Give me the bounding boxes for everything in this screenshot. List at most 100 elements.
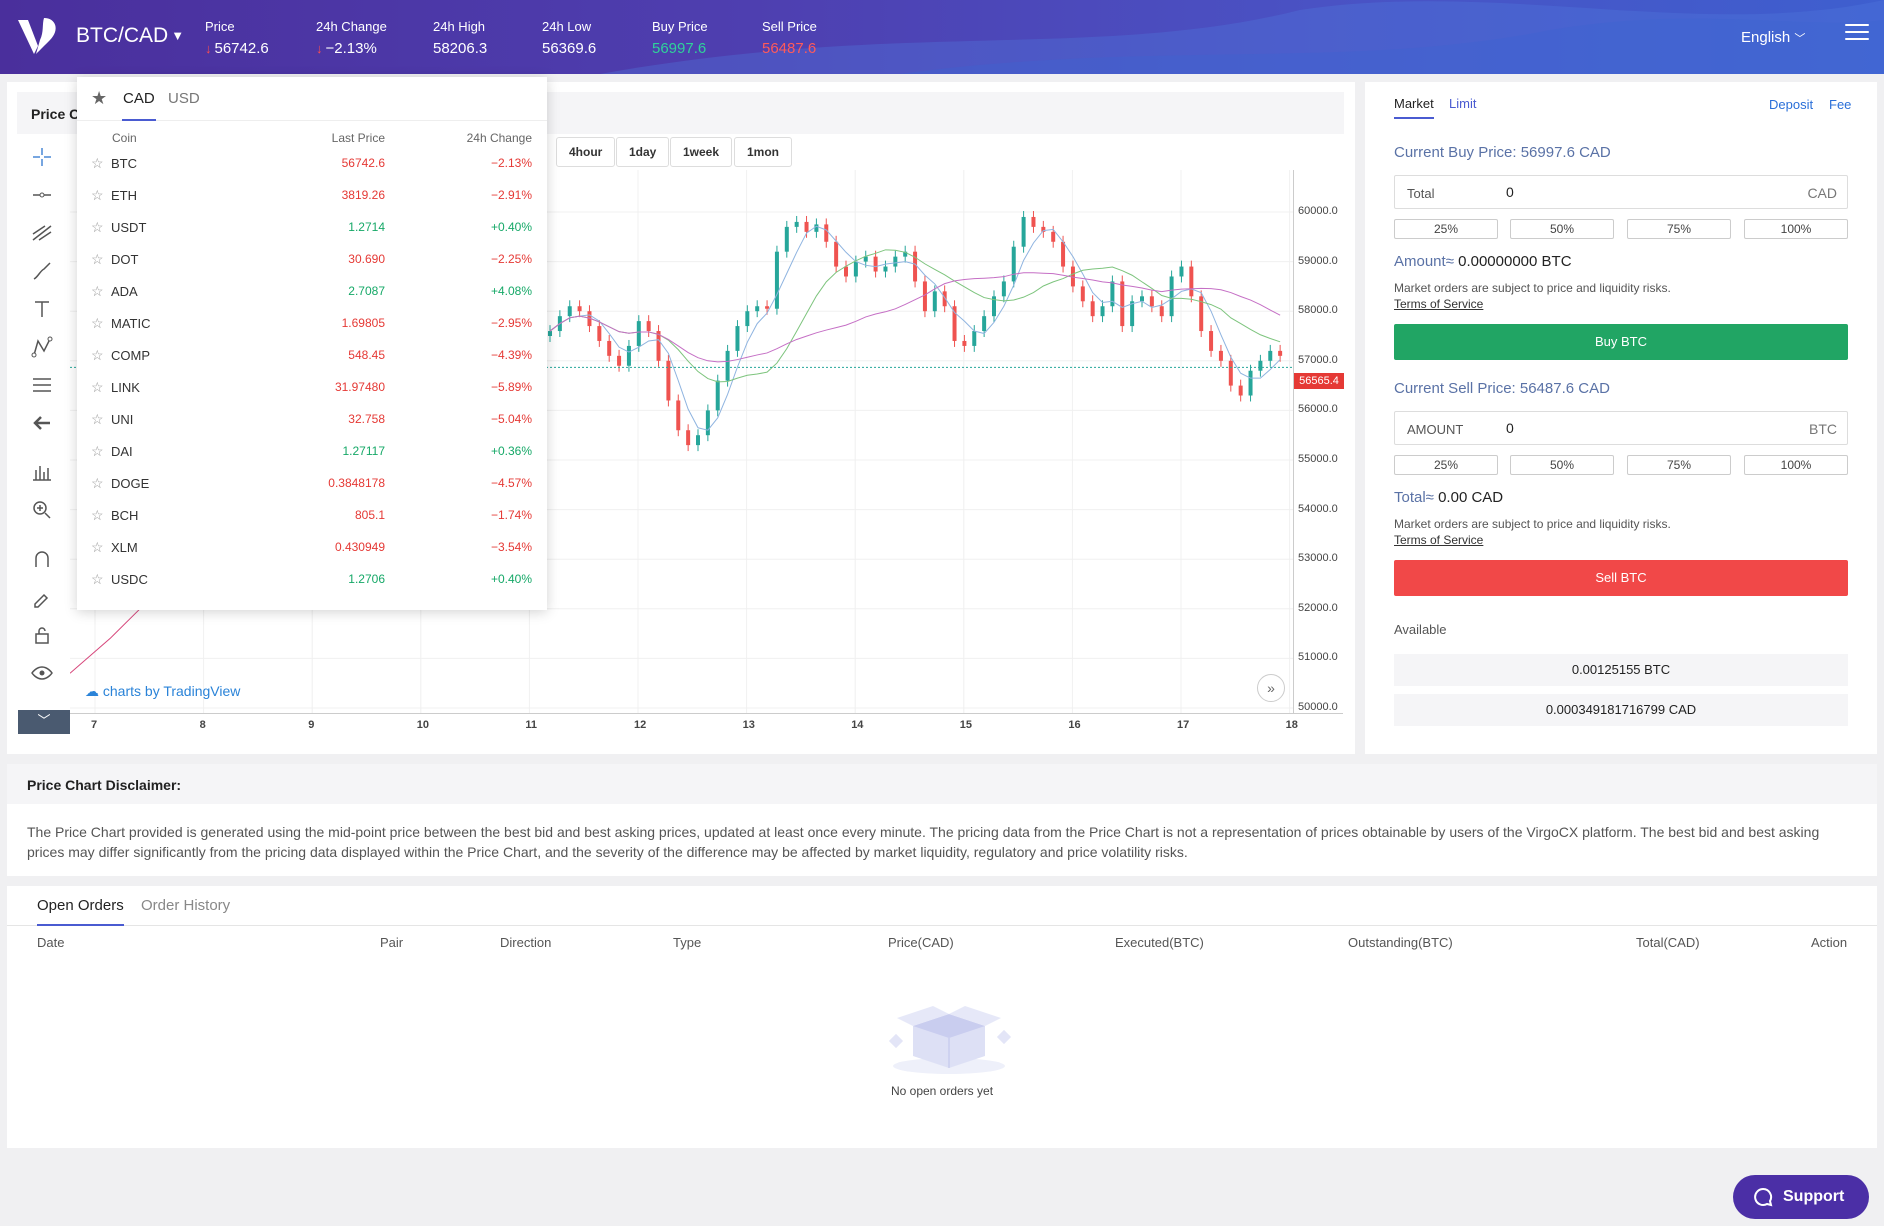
magnet-icon[interactable] bbox=[29, 547, 55, 573]
buy-50-percent-button[interactable]: 50% bbox=[1510, 219, 1614, 239]
candle-body bbox=[844, 266, 848, 277]
coin-last-price: 31.97480 bbox=[334, 380, 385, 394]
x-tick-label: 8 bbox=[199, 719, 206, 731]
x-tick-label: 15 bbox=[959, 719, 973, 731]
current-sell-price: Current Sell Price: 56487.6 CAD bbox=[1394, 380, 1610, 397]
coin-row-bch[interactable]: ☆ BCH 805.1 −1.74% bbox=[77, 499, 547, 531]
sell-25-percent-button[interactable]: 25% bbox=[1394, 455, 1498, 475]
tab-market[interactable]: Market bbox=[1394, 96, 1434, 119]
favorites-star-icon[interactable]: ★ bbox=[91, 88, 108, 108]
coin-row-usdc[interactable]: ☆ USDC 1.2706 +0.40% bbox=[77, 563, 547, 595]
coin-row-ada[interactable]: ☆ ADA 2.7087 +4.08% bbox=[77, 275, 547, 307]
pair-selector[interactable]: BTC/CAD ▼ bbox=[76, 24, 184, 48]
text-tool-icon[interactable] bbox=[29, 297, 55, 323]
coin-last-price: 1.2706 bbox=[348, 572, 385, 586]
tab-open-orders[interactable]: Open Orders bbox=[37, 897, 124, 926]
favorite-star-icon[interactable]: ☆ bbox=[91, 539, 104, 555]
candle-body bbox=[873, 256, 878, 272]
coin-row-uni[interactable]: ☆ UNI 32.758 −5.04% bbox=[77, 403, 547, 435]
tab-limit[interactable]: Limit bbox=[1449, 96, 1477, 111]
buy-btc-button[interactable]: Buy BTC bbox=[1394, 324, 1848, 360]
sell-total-estimate: Total≈ 0.00 CAD bbox=[1394, 489, 1503, 506]
favorite-star-icon[interactable]: ☆ bbox=[91, 411, 104, 427]
measure-icon[interactable] bbox=[29, 460, 55, 486]
deposit-link[interactable]: Deposit bbox=[1769, 97, 1814, 112]
favorite-star-icon[interactable]: ☆ bbox=[91, 571, 104, 587]
sell-btc-button[interactable]: Sell BTC bbox=[1394, 560, 1848, 596]
buy-100-percent-button[interactable]: 100% bbox=[1744, 219, 1848, 239]
interval-1week-button[interactable]: 1week bbox=[670, 137, 733, 167]
pattern-icon[interactable] bbox=[29, 335, 55, 361]
favorite-star-icon[interactable]: ☆ bbox=[91, 379, 104, 395]
favorite-star-icon[interactable]: ☆ bbox=[91, 347, 104, 363]
arrow-back-icon[interactable] bbox=[29, 411, 55, 437]
candle-body bbox=[774, 251, 779, 309]
buy-25-percent-button[interactable]: 25% bbox=[1394, 219, 1498, 239]
sell-75-percent-button[interactable]: 75% bbox=[1627, 455, 1731, 475]
coin-row-comp[interactable]: ☆ COMP 548.45 −4.39% bbox=[77, 339, 547, 371]
zoom-in-icon[interactable] bbox=[29, 498, 55, 524]
coin-row-matic[interactable]: ☆ MATIC 1.69805 −2.95% bbox=[77, 307, 547, 339]
favorite-star-icon[interactable]: ☆ bbox=[91, 283, 104, 299]
buy-total-input[interactable] bbox=[1506, 184, 1786, 200]
double-chevron-right-icon: » bbox=[1267, 680, 1275, 696]
coin-row-xlm[interactable]: ☆ XLM 0.430949 −3.54% bbox=[77, 531, 547, 563]
fee-link[interactable]: Fee bbox=[1829, 97, 1852, 112]
favorite-star-icon[interactable]: ☆ bbox=[91, 187, 104, 203]
brush-icon[interactable] bbox=[29, 259, 55, 285]
tradingview-attribution[interactable]: ☁ charts by TradingView bbox=[85, 683, 240, 700]
support-button[interactable]: Support bbox=[1733, 1175, 1869, 1219]
interval-1day-button[interactable]: 1day bbox=[616, 137, 670, 167]
interval-4hour-button[interactable]: 4hour bbox=[556, 137, 616, 167]
candle-body bbox=[824, 224, 829, 242]
pair-label: BTC/CAD bbox=[76, 24, 169, 47]
candle-body bbox=[715, 380, 720, 411]
favorite-star-icon[interactable]: ☆ bbox=[91, 219, 104, 235]
sell-50-percent-button[interactable]: 50% bbox=[1510, 455, 1614, 475]
lock-icon[interactable] bbox=[29, 623, 55, 649]
y-tick-label: 50000.0 bbox=[1298, 701, 1338, 713]
lock-drawing-icon[interactable] bbox=[29, 585, 55, 611]
buy-total-field[interactable]: Total CAD bbox=[1394, 175, 1848, 209]
coin-row-btc[interactable]: ☆ BTC 56742.6 −2.13% bbox=[77, 147, 547, 179]
coin-row-dot[interactable]: ☆ DOT 30.690 −2.25% bbox=[77, 243, 547, 275]
favorite-star-icon[interactable]: ☆ bbox=[91, 315, 104, 331]
trend-lines-icon[interactable] bbox=[29, 221, 55, 247]
eye-icon[interactable] bbox=[29, 661, 55, 687]
stat-label: Sell Price bbox=[762, 19, 817, 34]
sell-terms-link[interactable]: Terms of Service bbox=[1394, 533, 1484, 547]
favorite-star-icon[interactable]: ☆ bbox=[91, 475, 104, 491]
x-tick-label: 7 bbox=[91, 719, 98, 731]
coin-row-doge[interactable]: ☆ DOGE 0.3848178 −4.57% bbox=[77, 467, 547, 499]
coin-row-dai[interactable]: ☆ DAI 1.27117 +0.36% bbox=[77, 435, 547, 467]
favorite-star-icon[interactable]: ☆ bbox=[91, 443, 104, 459]
tab-usd[interactable]: USD bbox=[168, 90, 200, 107]
candle-body bbox=[1268, 350, 1273, 361]
candle-body bbox=[1130, 301, 1135, 327]
crosshair-icon[interactable] bbox=[29, 145, 55, 171]
tab-order-history[interactable]: Order History bbox=[141, 897, 231, 914]
hamburger-menu-icon[interactable] bbox=[1845, 24, 1869, 44]
fib-retracement-icon[interactable] bbox=[29, 373, 55, 399]
favorite-star-icon[interactable]: ☆ bbox=[91, 155, 104, 171]
virgocx-logo[interactable] bbox=[14, 16, 60, 56]
toolbar-collapse-button[interactable]: ﹀ bbox=[18, 710, 70, 734]
coin-row-eth[interactable]: ☆ ETH 3819.26 −2.91% bbox=[77, 179, 547, 211]
total-label: Total≈ bbox=[1394, 489, 1434, 506]
buy-75-percent-button[interactable]: 75% bbox=[1627, 219, 1731, 239]
buy-terms-link[interactable]: Terms of Service bbox=[1394, 297, 1484, 311]
language-selector[interactable]: English ﹀ bbox=[1741, 29, 1805, 46]
sell-100-percent-button[interactable]: 100% bbox=[1744, 455, 1848, 475]
favorite-star-icon[interactable]: ☆ bbox=[91, 507, 104, 523]
coin-row-usdt[interactable]: ☆ USDT 1.2714 +0.40% bbox=[77, 211, 547, 243]
scroll-to-realtime-button[interactable]: » bbox=[1257, 674, 1285, 702]
favorite-star-icon[interactable]: ☆ bbox=[91, 251, 104, 267]
sell-amount-input[interactable] bbox=[1506, 420, 1786, 436]
sell-amount-field[interactable]: AMOUNT BTC bbox=[1394, 411, 1848, 445]
candle-body bbox=[548, 331, 552, 336]
coin-row-link[interactable]: ☆ LINK 31.97480 −5.89% bbox=[77, 371, 547, 403]
horizontal-line-icon[interactable] bbox=[29, 183, 55, 209]
interval-1mon-button[interactable]: 1mon bbox=[734, 137, 793, 167]
tab-cad[interactable]: CAD bbox=[122, 90, 156, 121]
disclaimer-header: Price Chart Disclaimer: bbox=[7, 764, 1877, 804]
